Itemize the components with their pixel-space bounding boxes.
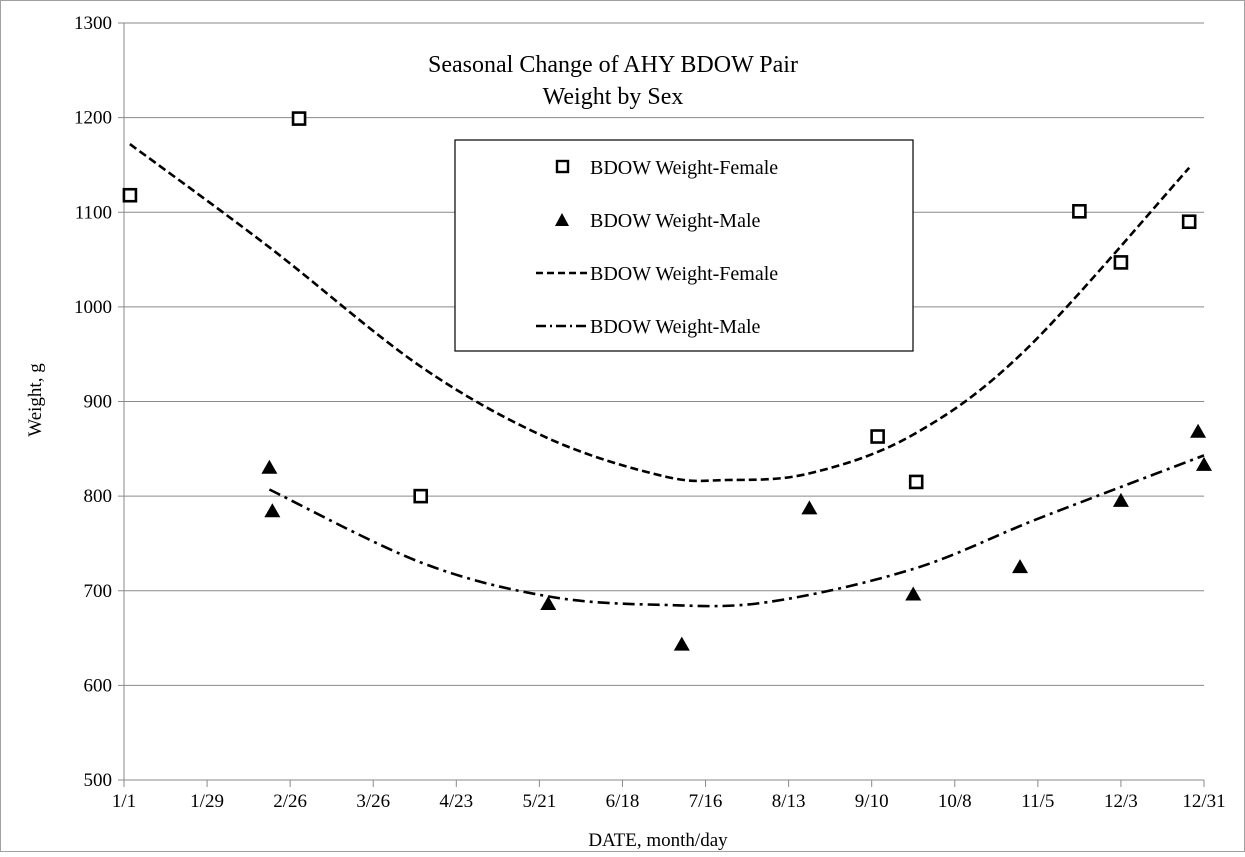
female-data-point (870, 429, 885, 444)
data-markers (122, 111, 1212, 651)
legend-item-male-trend: BDOW Weight-Male (536, 316, 761, 338)
y-tick-label: 800 (84, 486, 113, 507)
male-trendline (268, 454, 1205, 608)
y-tick-label: 700 (84, 581, 113, 602)
chart-title: Seasonal Change of AHY BDOW Pair Weight … (428, 52, 798, 110)
x-axis-title: DATE, month/day (588, 830, 728, 851)
axes: 500 600 700 800 900 1000 1100 1200 1300 1/1 1/29 2/… (74, 13, 1226, 812)
chart-title-line-1: Seasonal Change of AHY BDOW Pair (428, 52, 798, 78)
legend-filled-triangle-icon (555, 213, 569, 226)
female-data-point (1072, 204, 1087, 219)
male-data-point (1190, 423, 1207, 438)
x-tick-label: 1/1 (112, 791, 136, 812)
male-data-point (264, 503, 281, 518)
legend-label-female-markers: BDOW Weight-Female (590, 157, 778, 179)
y-tick-label: 500 (84, 770, 113, 791)
male-data-point (1196, 456, 1212, 471)
y-tick-label: 1200 (74, 108, 112, 129)
legend-label-female-trend: BDOW Weight-Female (590, 263, 778, 285)
x-tick-label: 9/10 (855, 791, 889, 812)
female-data-point (908, 474, 924, 490)
y-tick-label: 900 (84, 392, 113, 413)
female-trendline (129, 143, 1191, 483)
x-tick-label: 12/31 (1182, 791, 1225, 812)
x-tick-label: 5/21 (522, 791, 556, 812)
y-tick-label: 1000 (74, 297, 112, 318)
y-tick-label: 1100 (75, 202, 112, 223)
male-data-point (1112, 492, 1129, 507)
male-data-point (540, 595, 557, 610)
female-data-point (122, 187, 138, 203)
female-data-point (291, 111, 307, 126)
x-tick-label: 7/16 (689, 791, 723, 812)
y-axis-title: Weight, g (25, 363, 46, 437)
legend-label-male-trend: BDOW Weight-Male (590, 316, 761, 338)
x-tick-label: 1/29 (190, 791, 224, 812)
x-tick-label: 4/23 (439, 791, 473, 812)
legend-item-female-markers: BDOW Weight-Female (555, 157, 778, 179)
legend-item-male-markers: BDOW Weight-Male (555, 210, 761, 232)
x-tick-label: 12/3 (1104, 791, 1138, 812)
x-tick-label: 8/13 (772, 791, 806, 812)
legend-label-male-markers: BDOW Weight-Male (590, 210, 761, 232)
x-tick-label: 3/26 (356, 791, 390, 812)
female-data-point (1113, 255, 1129, 270)
trendlines (129, 143, 1205, 608)
x-tick-label: 2/26 (273, 791, 307, 812)
legend-box (454, 139, 914, 352)
x-tick-label: 11/5 (1021, 791, 1054, 812)
male-data-point (673, 636, 690, 651)
legend-item-female-trend: BDOW Weight-Female (536, 263, 778, 285)
female-data-point (413, 488, 429, 504)
female-data-point (1181, 214, 1197, 230)
chart-title-line-2: Weight by Sex (543, 84, 684, 110)
y-tick-label: 600 (84, 675, 113, 696)
x-tick-label: 10/8 (938, 791, 972, 812)
y-tick-label: 1300 (74, 13, 112, 34)
legend: BDOW Weight-Female BDOW Weight-Male BDOW… (454, 139, 914, 352)
male-data-point (261, 459, 278, 474)
male-data-point (1012, 559, 1029, 574)
legend-open-square-icon (555, 159, 570, 174)
male-data-point (801, 500, 818, 515)
x-tick-label: 6/18 (606, 791, 640, 812)
male-data-point (905, 586, 922, 601)
